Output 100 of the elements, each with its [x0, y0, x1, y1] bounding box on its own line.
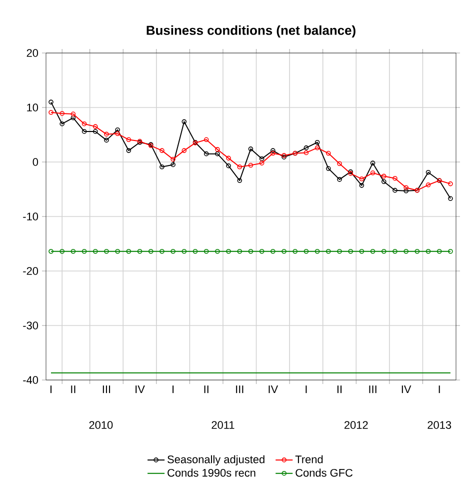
point: [126, 137, 132, 142]
point: [160, 164, 164, 170]
point: [337, 161, 342, 166]
y-tick-label: -20: [23, 267, 38, 275]
point: [104, 248, 109, 254]
point: [392, 248, 398, 254]
point: [237, 248, 242, 254]
legend-label: Conds 1990s recn: [168, 468, 256, 477]
x-tick-label: III: [236, 386, 244, 394]
point: [404, 185, 408, 190]
point: [237, 178, 242, 183]
point: [314, 145, 320, 150]
x-tick-label: I: [438, 386, 440, 394]
x-tick-label: III: [369, 386, 376, 394]
point: [426, 170, 431, 175]
x-tick-label: III: [102, 386, 110, 394]
y-tick-label: -30: [23, 322, 38, 330]
point: [270, 248, 276, 254]
point: [337, 177, 342, 182]
point: [314, 248, 320, 254]
point: [370, 160, 376, 166]
chart-title: Business conditions (net balance): [146, 25, 356, 38]
point: [92, 124, 98, 129]
text: 2010: [89, 421, 113, 429]
point: [381, 179, 386, 184]
point: [337, 248, 342, 254]
point: [92, 248, 98, 254]
point: [359, 183, 364, 188]
point: [215, 147, 220, 152]
x-tick-label: II: [71, 386, 76, 394]
point: [404, 248, 408, 254]
point: [104, 138, 109, 143]
point: [204, 137, 209, 142]
point: [304, 145, 309, 150]
point: [182, 248, 187, 254]
text: 2012: [344, 421, 368, 429]
point: [92, 129, 98, 134]
point: [282, 248, 286, 254]
point: [192, 248, 198, 254]
point: [126, 248, 132, 254]
text: 2011: [212, 421, 234, 429]
point: [82, 248, 87, 254]
point: [170, 248, 176, 254]
point: [348, 248, 353, 254]
text: 2013: [428, 421, 452, 429]
point: [270, 148, 276, 153]
point: [60, 248, 64, 254]
point: [60, 121, 64, 126]
point: [359, 176, 364, 182]
point: [404, 188, 408, 194]
point: [436, 248, 442, 254]
point: [270, 150, 276, 156]
point: [170, 162, 176, 168]
point: [137, 248, 142, 254]
point: [248, 146, 254, 152]
point: [259, 248, 264, 254]
point: [160, 248, 164, 254]
x-tick-label: I: [172, 386, 174, 394]
y-tick-label: -40: [23, 376, 38, 384]
point: [392, 176, 398, 181]
point: [326, 166, 331, 171]
point: [104, 132, 109, 137]
point: [215, 248, 220, 254]
legend-label: Seasonally adjusted: [168, 455, 264, 466]
point: [70, 112, 76, 116]
point: [248, 162, 254, 168]
point: [215, 151, 220, 156]
x-tick-label: IV: [268, 386, 278, 394]
point: [426, 182, 431, 188]
point: [204, 248, 209, 254]
point: [115, 127, 120, 132]
point: [226, 156, 231, 161]
point: [115, 248, 120, 254]
point: [204, 151, 209, 156]
point: [70, 248, 76, 254]
point: [370, 170, 376, 176]
point: [60, 111, 64, 116]
y-tick-label: -10: [23, 212, 38, 220]
point: [160, 148, 164, 153]
x-tick-label: II: [204, 386, 208, 394]
point: [326, 150, 331, 156]
point: [182, 119, 187, 124]
point: [170, 156, 176, 162]
point: [381, 248, 386, 254]
point: [237, 164, 242, 170]
point: [370, 248, 376, 254]
point: [259, 156, 264, 162]
point: [148, 248, 154, 254]
point: [326, 248, 331, 254]
point: [70, 115, 76, 120]
x-tick-label: I: [50, 386, 52, 394]
point: [304, 248, 309, 254]
y-tick-label: 0: [32, 158, 38, 166]
legend-label: Conds GFC: [296, 468, 353, 477]
point: [126, 148, 132, 153]
y-tick-label: 20: [26, 49, 38, 57]
x-tick-label: I: [306, 386, 307, 394]
point: [304, 150, 309, 156]
y-tick-label: 10: [27, 104, 38, 112]
legend-label: Trend: [295, 455, 323, 464]
